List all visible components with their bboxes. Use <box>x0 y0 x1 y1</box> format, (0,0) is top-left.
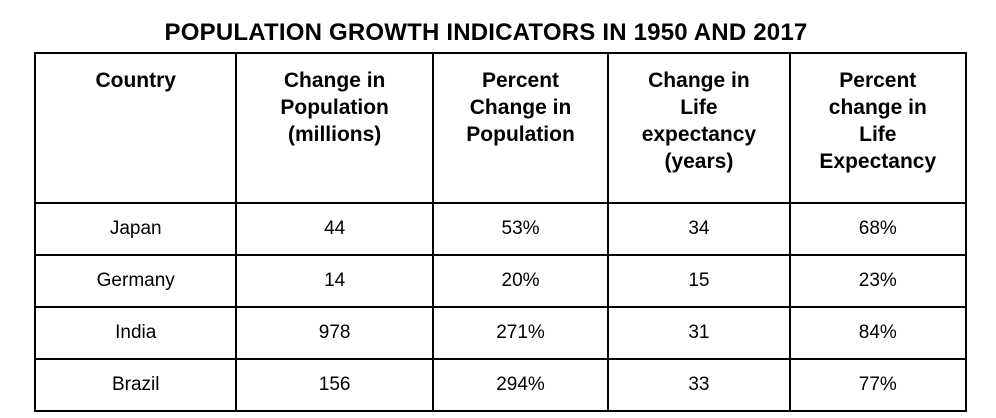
cell-change-life-expectancy: 15 <box>607 254 791 308</box>
header-line: Life <box>859 123 897 146</box>
header-line: Percent <box>482 69 560 92</box>
cell-percent-change-population: 271% <box>431 306 610 360</box>
population-table: Country Change in Population (millions) … <box>33 52 968 412</box>
cell-change-population: 156 <box>235 358 434 412</box>
cell-percent-change-population: 294% <box>431 358 610 412</box>
cell-percent-change-life-expectancy: 23% <box>788 254 968 308</box>
table-row: Brazil 156 294% 33 77% <box>33 358 968 412</box>
header-percent-change-life-expectancy: Percent change in Life Expectancy <box>788 52 968 204</box>
page-title: POPULATION GROWTH INDICATORS IN 1950 AND… <box>164 19 808 46</box>
header-line: Expectancy <box>819 150 937 173</box>
table-row: India 978 271% 31 84% <box>33 306 968 360</box>
cell-change-population: 978 <box>235 306 434 360</box>
header-line: expectancy <box>641 123 757 146</box>
header-percent-change-population: Percent Change in Population <box>431 52 610 204</box>
header-line: (millions) <box>287 123 382 146</box>
header-line: Population <box>466 123 575 146</box>
cell-country: Germany <box>33 254 238 308</box>
header-row: Country Change in Population (millions) … <box>33 52 968 204</box>
cell-percent-change-life-expectancy: 84% <box>788 306 968 360</box>
header-line: Population <box>280 96 389 119</box>
cell-percent-change-population: 20% <box>431 254 610 308</box>
cell-percent-change-life-expectancy: 68% <box>788 202 968 256</box>
cell-change-life-expectancy: 34 <box>607 202 791 256</box>
header-line: change in <box>828 96 927 119</box>
cell-country: India <box>33 306 238 360</box>
table-row: Japan 44 53% 34 68% <box>33 202 968 256</box>
header-line: Change in <box>283 69 386 92</box>
cell-change-population: 14 <box>235 254 434 308</box>
header-change-life-expectancy: Change in Life expectancy (years) <box>607 52 791 204</box>
cell-country: Brazil <box>33 358 238 412</box>
cell-change-life-expectancy: 33 <box>607 358 791 412</box>
cell-percent-change-population: 53% <box>431 202 610 256</box>
header-change-population: Change in Population (millions) <box>235 52 434 204</box>
cell-country: Japan <box>33 202 238 256</box>
header-line: Country <box>95 69 176 92</box>
header-line: Change in <box>469 96 572 119</box>
header-line: Percent <box>839 69 917 92</box>
cell-percent-change-life-expectancy: 77% <box>788 358 968 412</box>
header-line: Change in <box>648 69 750 92</box>
cell-change-life-expectancy: 31 <box>607 306 791 360</box>
header-line: Life <box>680 96 718 119</box>
table-row: Germany 14 20% 15 23% <box>33 254 968 308</box>
header-line: (years) <box>664 150 734 173</box>
cell-change-population: 44 <box>235 202 434 256</box>
header-country: Country <box>33 52 238 204</box>
